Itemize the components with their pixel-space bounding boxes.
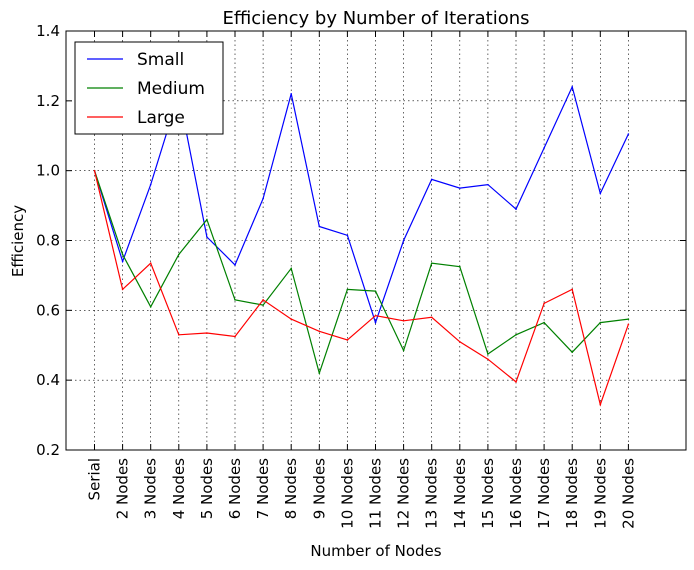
data-point-small [374,321,377,324]
data-point-large [206,332,208,334]
data-point-large [262,299,264,301]
data-point-medium [627,318,630,320]
data-point-medium [234,299,236,301]
chart-title: Efficiency by Number of Iterations [222,8,529,29]
x-tick-label: 16 Nodes [507,458,525,529]
x-tick-label: 9 Nodes [310,458,328,519]
x-tick-label: 11 Nodes [367,458,385,529]
data-point-medium [178,253,180,256]
legend-label-medium: Medium [137,79,205,99]
data-point-large [430,316,433,319]
data-point-medium [121,253,124,256]
ticks [66,30,686,451]
data-point-large [487,358,489,361]
data-point-large [121,288,124,291]
data-point-large [93,169,96,172]
data-point-medium [543,321,545,324]
data-point-large [515,381,517,383]
x-tick-label: Serial [86,458,104,500]
y-axis-title: Efficiency [9,205,27,277]
x-tick-label: 4 Nodes [170,458,188,519]
x-tick-label: 10 Nodes [338,458,356,529]
y-tick-label: 0.4 [36,371,60,389]
y-tick-labels: 0.2 0.4 0.6 0.8 1.0 1.2 1.4 [36,22,60,459]
data-point-small [318,225,321,228]
x-tick-labels: Serial 2 Nodes 3 Nodes 4 Nodes 5 Nodes 6 Node… [86,458,638,529]
legend: Small Medium Large [74,41,224,135]
x-tick-label: 3 Nodes [142,458,160,519]
data-point-medium [262,304,264,306]
data-point-small [571,86,573,88]
data-point-large [178,333,180,336]
x-tick-label: 2 Nodes [114,458,132,519]
data-point-medium [487,353,489,355]
data-point-large [402,320,405,322]
legend-label-large: Large [137,108,185,128]
data-point-large [149,262,152,264]
data-point-medium [459,265,461,268]
x-tick-label: 19 Nodes [591,458,609,529]
data-point-large [459,340,461,343]
series-line-medium [93,170,629,376]
data-point-small [430,178,433,181]
data-point-small [346,234,349,237]
x-tick-label: 15 Nodes [479,458,497,529]
series-line-large [93,170,629,407]
data-point-medium [346,288,349,291]
y-tick-label: 1.2 [36,92,60,110]
data-point-medium [374,290,377,292]
x-tick-label: 8 Nodes [282,458,300,519]
data-point-large [318,330,321,333]
data-point-medium [599,321,602,324]
data-point-large [543,302,545,305]
data-point-small [599,192,602,195]
data-point-large [346,339,349,341]
data-point-medium [571,351,573,354]
data-point-medium [402,349,405,352]
data-point-small [459,187,461,189]
legend-label-small: Small [137,50,184,70]
data-point-small [543,147,545,149]
data-point-large [571,288,573,291]
x-tick-label: 5 Nodes [198,458,216,519]
data-point-large [234,335,236,338]
y-tick-label: 1.4 [36,22,60,40]
x-tick-label: 13 Nodes [423,458,441,529]
y-tick-label: 0.8 [36,232,60,250]
x-tick-label: 6 Nodes [226,458,244,519]
data-point-medium [206,218,208,221]
x-tick-label: 14 Nodes [451,458,469,529]
x-tick-label: 18 Nodes [563,458,581,529]
data-point-large [374,314,377,317]
data-point-medium [515,333,517,336]
data-point-large [290,318,293,320]
data-point-large [599,403,602,406]
data-point-medium [149,306,152,308]
x-tick-label: 12 Nodes [395,458,413,529]
data-point-small [262,197,264,200]
data-point-small [487,183,489,186]
y-tick-label: 0.6 [36,301,60,319]
x-axis-title: Number of Nodes [310,542,441,560]
data-point-small [234,264,236,266]
data-point-large [627,323,630,326]
y-tick-label: 0.2 [36,441,60,459]
data-point-small [290,93,293,95]
data-point-medium [318,372,321,374]
x-tick-label: 17 Nodes [535,458,553,529]
data-point-medium [290,267,293,270]
data-point-small [149,183,152,186]
data-point-small [402,239,405,242]
data-point-small [121,260,124,263]
x-tick-label: 7 Nodes [254,458,272,519]
x-tick-label: 20 Nodes [619,458,637,529]
data-point-small [515,208,517,210]
data-point-small [627,133,630,135]
y-tick-label: 1.0 [36,162,60,180]
data-point-medium [430,262,433,264]
data-point-small [206,236,208,238]
